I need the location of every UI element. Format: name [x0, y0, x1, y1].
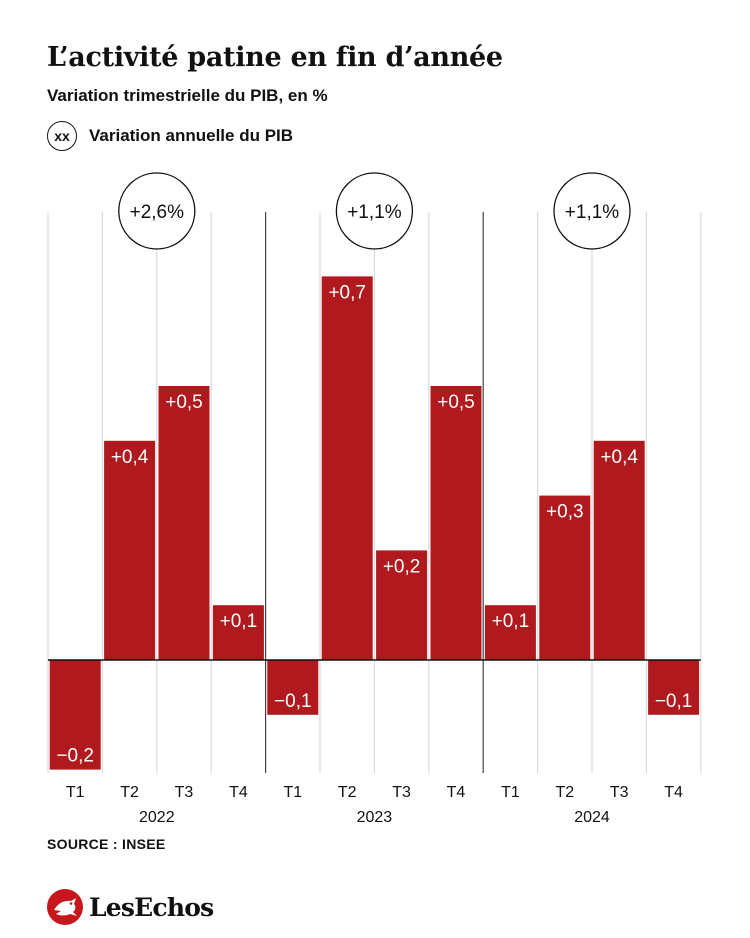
- bar-value-label: +0,4: [600, 447, 638, 468]
- les-echos-logo: LesEchos: [47, 889, 214, 925]
- bar-value-label: −0,1: [274, 691, 312, 712]
- bar-value-label: −0,1: [655, 691, 693, 712]
- bar-value-label: +0,3: [546, 502, 584, 523]
- bar: [321, 276, 373, 660]
- quarter-tick-label: T3: [392, 784, 411, 801]
- chart-title: L’activité patine en fin d’année: [47, 42, 503, 73]
- bar: [212, 605, 264, 660]
- annual-variation-label: +1,1%: [565, 202, 620, 223]
- year-label: 2024: [574, 809, 610, 826]
- bar: [593, 440, 645, 660]
- year-label: 2022: [139, 809, 175, 826]
- annual-variation-circle: [118, 172, 196, 250]
- quarter-tick-label: T2: [555, 784, 574, 801]
- quarter-tick-label: T1: [501, 784, 520, 801]
- annual-variation-label: +2,6%: [130, 202, 185, 223]
- quarter-tick-label: T4: [447, 784, 466, 801]
- quarter-tick-label: T3: [175, 784, 194, 801]
- bar-value-label: +0,7: [328, 282, 366, 303]
- quarter-tick-label: T1: [283, 784, 302, 801]
- gdp-bar-chart: −0,2 T1 +0,4 T2 +0,5 T3 +0,1 T4 2022 +2,6% −0,1 T1 +…: [47, 172, 702, 826]
- bar: [267, 660, 319, 715]
- bar-value-label: +0,2: [383, 556, 421, 577]
- quarter-tick-label: T4: [664, 784, 683, 801]
- legend: xx Variation annuelle du PIB: [47, 119, 293, 153]
- legend-annual-symbol: xx: [47, 121, 77, 151]
- bar: [648, 660, 700, 715]
- bar: [376, 550, 428, 660]
- bar-value-label: +0,4: [111, 447, 149, 468]
- brand-name: LesEchos: [89, 892, 214, 922]
- annual-variation-circle: [335, 172, 414, 250]
- bar: [430, 386, 482, 660]
- bar: [484, 605, 536, 660]
- quarter-tick-label: T3: [610, 784, 629, 801]
- bar: [49, 660, 101, 770]
- legend-annual-label: Variation annuelle du PIB: [89, 126, 294, 145]
- source-note: SOURCE : INSEE: [47, 836, 166, 852]
- bar-value-label: −0,2: [56, 746, 94, 767]
- chart-subtitle: Variation trimestrielle du PIB, en %: [47, 86, 328, 105]
- bar-value-label: +0,5: [437, 392, 475, 413]
- bar-value-label: +0,1: [220, 611, 258, 632]
- bar-value-label: +0,5: [165, 392, 203, 413]
- bar: [104, 440, 156, 660]
- quarter-tick-label: T2: [120, 784, 139, 801]
- quarter-tick-label: T1: [66, 784, 85, 801]
- year-label: 2023: [357, 809, 393, 826]
- quarter-tick-label: T2: [338, 784, 357, 801]
- bar: [539, 495, 591, 660]
- annual-variation-label: +1,1%: [347, 202, 402, 223]
- les-echos-emblem-icon: [47, 889, 83, 925]
- bar: [158, 386, 210, 660]
- bar-value-label: +0,1: [492, 611, 530, 632]
- annual-variation-circle: [553, 172, 631, 250]
- quarter-tick-label: T4: [229, 784, 248, 801]
